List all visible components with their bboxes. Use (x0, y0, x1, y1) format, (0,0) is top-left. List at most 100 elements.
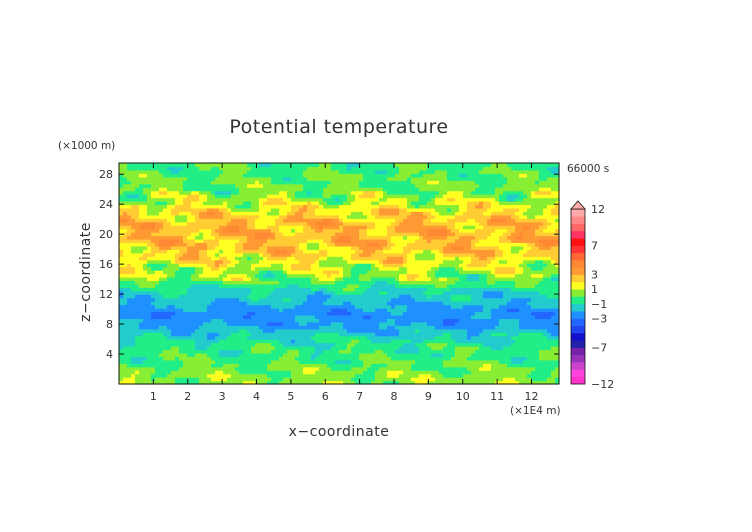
heatmap-cell (355, 266, 360, 271)
heatmap-cell (519, 377, 524, 382)
heatmap-cell (535, 301, 540, 306)
heatmap-cell (475, 363, 480, 368)
heatmap-cell (271, 373, 276, 378)
heatmap-cell (179, 346, 184, 351)
heatmap-cell (447, 242, 452, 247)
heatmap-cell (267, 308, 272, 313)
heatmap-cell (215, 346, 220, 351)
heatmap-cell (419, 332, 424, 337)
heatmap-cell (163, 242, 168, 247)
heatmap-cell (511, 301, 516, 306)
heatmap-cell (499, 270, 504, 275)
heatmap-cell (183, 263, 188, 268)
heatmap-cell (479, 308, 484, 313)
heatmap-cell (387, 235, 392, 240)
heatmap-cell (375, 342, 380, 347)
heatmap-cell (511, 352, 516, 357)
heatmap-cell (331, 245, 336, 250)
heatmap-cell (451, 335, 456, 340)
heatmap-cell (215, 308, 220, 313)
heatmap-cell (263, 276, 268, 281)
heatmap-cell (307, 280, 312, 285)
heatmap-cell (231, 325, 236, 330)
heatmap-cell (235, 380, 240, 385)
heatmap-cell (159, 245, 164, 250)
heatmap-cell (199, 245, 204, 250)
heatmap-cell (259, 311, 264, 316)
heatmap-cell (455, 238, 460, 244)
heatmap-cell (451, 349, 456, 354)
heatmap-cell (351, 359, 356, 364)
heatmap-cell (415, 359, 420, 364)
heatmap-cell (531, 325, 536, 330)
heatmap-cell (299, 297, 304, 302)
heatmap-cell (275, 245, 280, 250)
heatmap-cell (119, 349, 124, 354)
heatmap-cell (547, 301, 552, 306)
heatmap-cell (123, 373, 128, 378)
heatmap-cell (371, 238, 376, 244)
heatmap-cell (439, 287, 444, 292)
heatmap-cell (555, 238, 560, 244)
heatmap-cell (235, 256, 240, 261)
heatmap-cell (123, 263, 128, 268)
heatmap-cell (235, 225, 240, 230)
heatmap-cell (475, 238, 480, 244)
heatmap-cell (355, 235, 360, 240)
heatmap-cell (135, 318, 140, 323)
heatmap-cell (131, 270, 136, 275)
heatmap-cell (271, 342, 276, 347)
heatmap-cell (503, 359, 508, 364)
heatmap-cell (483, 270, 488, 275)
heatmap-cell (183, 308, 188, 313)
heatmap-cell (451, 325, 456, 330)
heatmap-cell (355, 311, 360, 316)
heatmap-cell (135, 256, 140, 261)
heatmap-cell (123, 283, 128, 288)
heatmap-cell (511, 346, 516, 351)
heatmap-cell (251, 232, 256, 237)
heatmap-cell (163, 304, 168, 309)
heatmap-cell (531, 332, 536, 337)
heatmap-cell (543, 280, 548, 285)
heatmap-cell (199, 325, 204, 330)
heatmap-cell (139, 339, 144, 344)
heatmap-cell (487, 252, 492, 257)
heatmap-cell (219, 366, 224, 371)
heatmap-cell (527, 356, 532, 361)
heatmap-cell (451, 228, 456, 233)
heatmap-cell (175, 363, 180, 368)
heatmap-cell (371, 273, 376, 278)
heatmap-cell (155, 270, 160, 275)
heatmap-cell (279, 273, 284, 278)
heatmap-cell (359, 228, 364, 233)
heatmap-cell (191, 266, 196, 271)
heatmap-cell (243, 304, 248, 309)
heatmap-cell (299, 232, 304, 237)
heatmap-cell (139, 332, 144, 337)
heatmap-cell (243, 314, 248, 319)
heatmap-cell (459, 242, 464, 247)
heatmap-cell (219, 263, 224, 268)
heatmap-cell (439, 325, 444, 330)
heatmap-cell (403, 283, 408, 288)
heatmap-cell (383, 297, 388, 302)
heatmap-cell (287, 283, 292, 288)
heatmap-cell (427, 301, 432, 306)
heatmap-cell (315, 339, 320, 344)
heatmap-cell (427, 321, 432, 326)
heatmap-cell (283, 273, 288, 278)
heatmap-cell (367, 346, 372, 351)
heatmap-cell (407, 238, 412, 244)
heatmap-cell (287, 301, 292, 306)
heatmap-cell (355, 373, 360, 378)
heatmap-cell (143, 280, 148, 285)
heatmap-cell (291, 332, 296, 337)
heatmap-cell (155, 259, 160, 264)
heatmap-cell (523, 366, 528, 371)
heatmap-cell (459, 339, 464, 344)
heatmap-cell (131, 335, 136, 340)
heatmap-cell (279, 377, 284, 382)
heatmap-cell (167, 297, 172, 302)
heatmap-cell (139, 287, 144, 292)
